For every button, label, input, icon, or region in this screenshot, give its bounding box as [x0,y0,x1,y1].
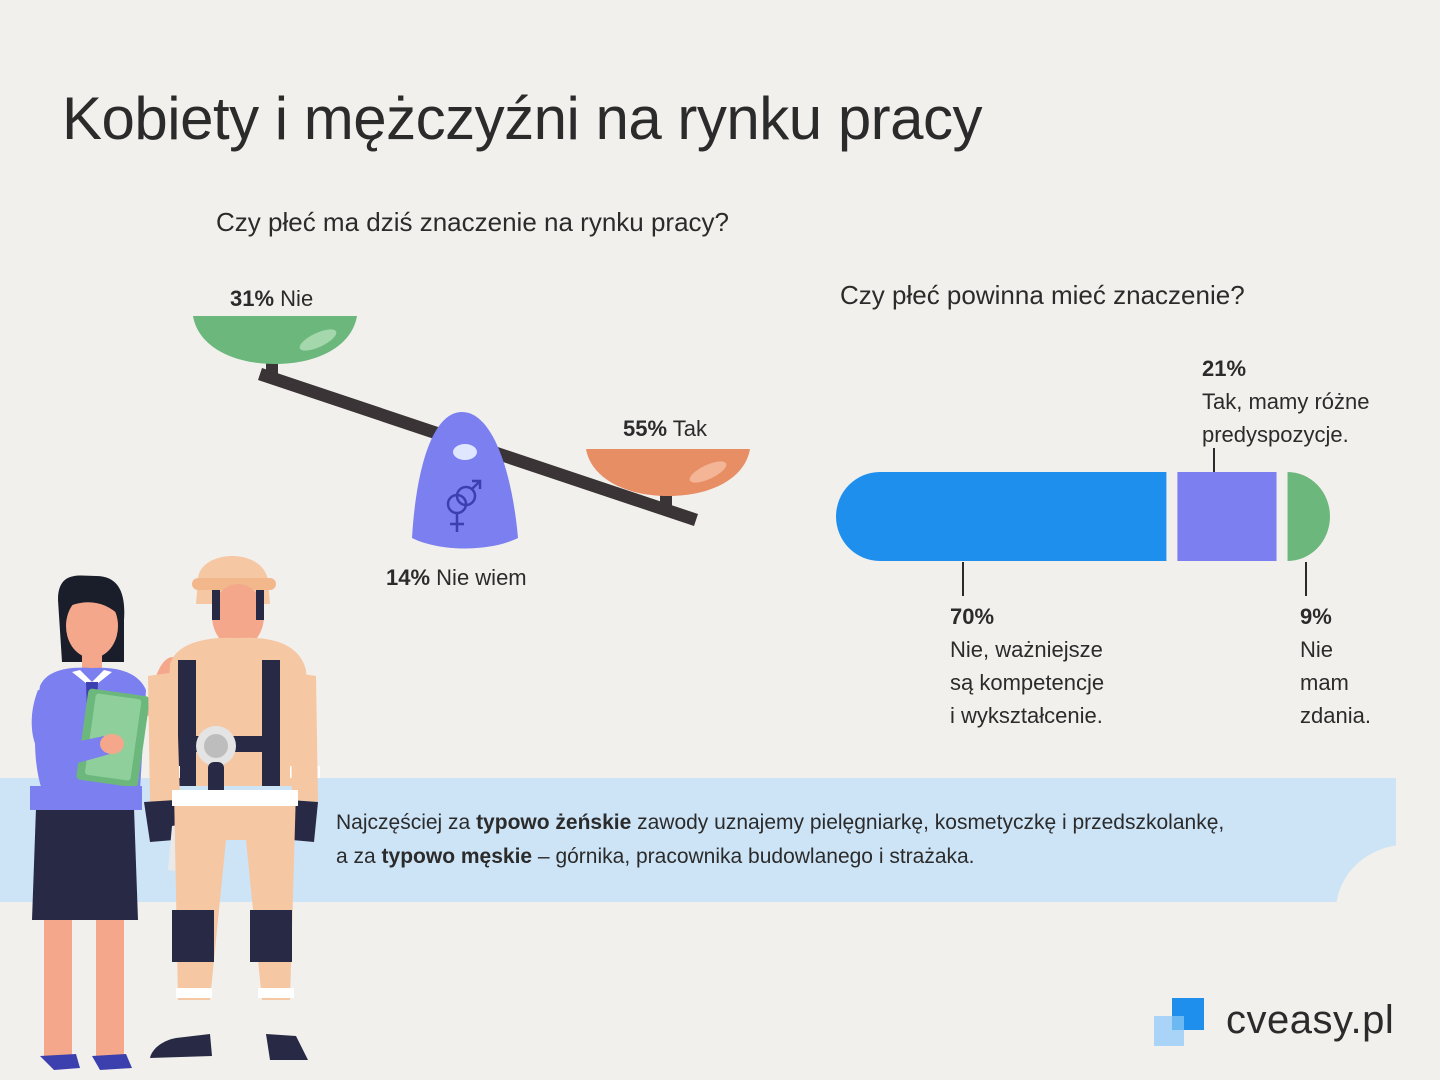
question-2-title: Czy płeć powinna mieć znaczenie? [840,280,1245,310]
value-nie: 31% [230,286,275,311]
category-9-line-1: Nie [1300,637,1334,662]
pan-nie [193,316,357,364]
info-text-bold-male: typowo męskie [381,845,533,868]
category-70-line-3: i wykształcenie. [950,703,1103,728]
value-70: 70% [950,604,995,629]
woman-illustration [30,575,180,1070]
label-nie: 31% Nie [230,282,313,315]
category-9-line-2: mam [1300,670,1349,695]
left-pan-stem [266,362,278,380]
value-9: 9% [1300,604,1332,629]
label-tak: 55% Tak [623,412,707,445]
label-nie-wiem: 14% Nie wiem [386,561,527,594]
band-decoration [1336,844,1440,906]
info-text-part: zawody uznajemy pielęgniarkę, kosmetyczk… [631,811,1225,834]
pan-tak-highlight [689,461,727,483]
fulcrum [412,412,518,549]
pan-tak [586,449,750,496]
category-9-line-3: zdania. [1300,703,1371,728]
question-1-title: Czy płeć ma dziś znaczenie na rynku prac… [216,207,730,237]
fulcrum-highlight [453,444,477,460]
category-nie: Nie [280,286,314,311]
info-text-part: – górnika, pracownika budowlanego i stra… [532,845,975,868]
category-21-line-1: Tak, mamy różne [1202,389,1370,414]
stacked-bar-chart [836,448,1330,596]
gender-symbol-icon [446,479,482,532]
label-9: 9% Nie mam zdania. [1300,600,1371,732]
label-70: 70% Nie, ważniejsze są kompetencje i wyk… [950,600,1104,732]
right-pan-stem [660,494,672,514]
category-70-line-1: Nie, ważniejsze [950,637,1103,662]
bar-segment-9 [1287,472,1330,561]
category-70-line-2: są kompetencje [950,670,1105,695]
bar-segment-21 [1177,472,1277,561]
page-title: Kobiety i mężczyźni na rynku pracy [62,85,983,152]
pan-nie-highlight [299,329,337,351]
people-illustration [30,555,320,1070]
firefighter-illustration [144,555,320,1060]
logo-text: cveasy.pl [1226,998,1395,1042]
value-nie-wiem: 14% [386,565,431,590]
info-text-bold-female: typowo żeńskie [476,811,632,834]
info-text-part: a za [336,845,382,868]
logo-icon [1154,998,1204,1046]
label-21: 21% Tak, mamy różne predyspozycje. [1202,352,1370,451]
category-nie-wiem: Nie wiem [436,565,527,590]
bar-segment-70 [836,472,1167,561]
value-tak: 55% [623,416,668,441]
info-text-part: Najczęściej za [336,811,477,834]
category-tak: Tak [672,416,708,441]
category-21-line-2: predyspozycje. [1202,422,1349,447]
info-text: Najczęściej za typowo żeńskie zawody uzn… [336,806,1356,874]
logo[interactable]: cveasy.pl [1152,996,1402,1052]
scale-chart [193,316,750,549]
value-21: 21% [1202,356,1247,381]
